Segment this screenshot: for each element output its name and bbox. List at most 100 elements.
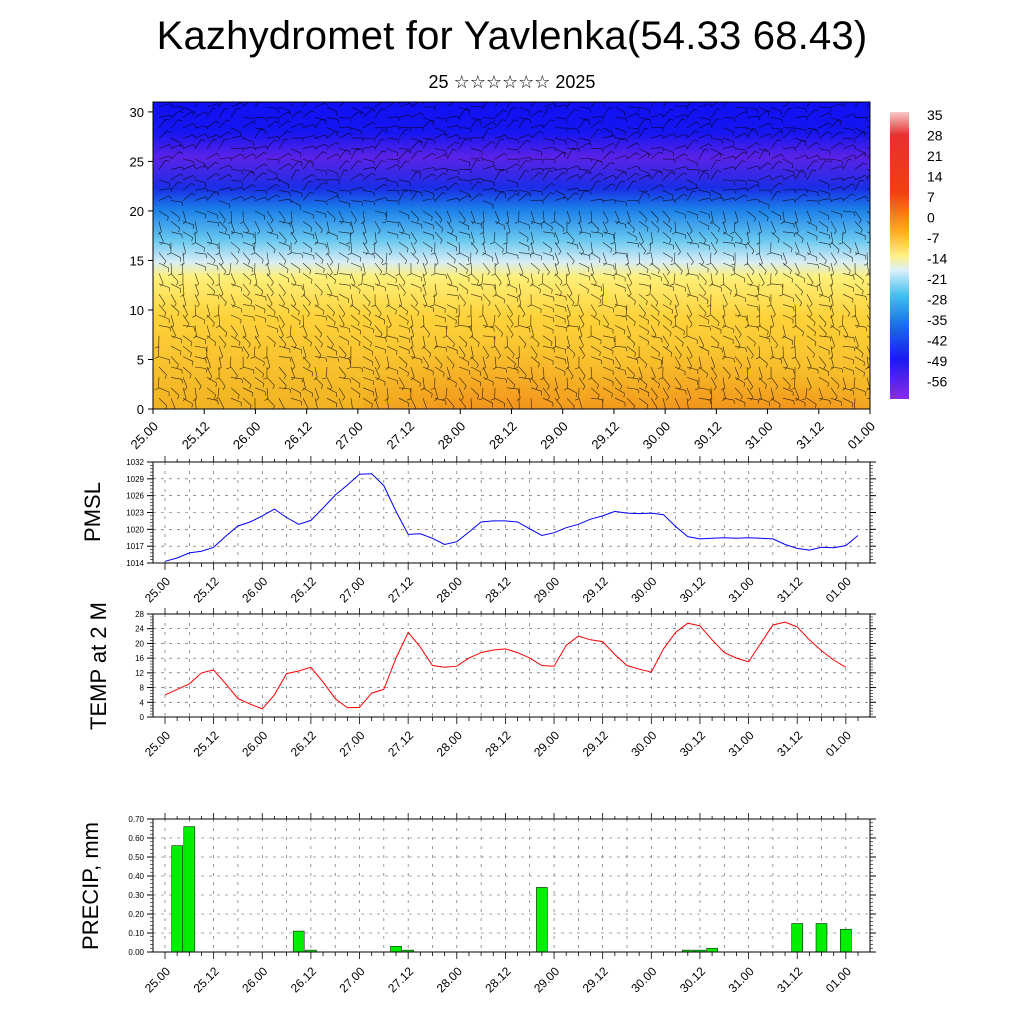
heatmap-x-tick-label: 01.00: [845, 419, 879, 453]
heatmap-x-tick-label: 28.00: [435, 419, 469, 453]
heatmap-y-tick-label: 10: [130, 303, 144, 318]
pmsl-x-tick-label: 30.12: [677, 574, 708, 605]
precip-x-tick-label: 31.00: [726, 964, 757, 995]
temp-x-tick-label: 28.12: [482, 728, 513, 759]
pmsl-ylabel: PMSL: [80, 482, 105, 542]
precip-bar: [791, 923, 803, 953]
temp-x-tick-label: 27.00: [337, 728, 368, 759]
pmsl-x-tick-label: 29.00: [531, 574, 562, 605]
precip-y-tick-label: 0.40: [128, 872, 144, 881]
precip-x-tick-label: 26.12: [288, 964, 319, 995]
pmsl-x-tick-label: 26.12: [288, 574, 319, 605]
colorbar-tick-label: -49: [927, 353, 947, 369]
temp-x-tick-label: 31.00: [726, 728, 757, 759]
precip-frame: [152, 818, 871, 953]
heatmap-x-tick-label: 31.00: [742, 419, 776, 453]
temp-x-axis: 25.00 25.12 26.00 26.12 27.00 27.12 28.00 28.12…: [142, 608, 859, 759]
precip-y-tick-label: 0.10: [128, 929, 144, 938]
heatmap-y-tick-label: 0: [137, 402, 144, 417]
heatmap-panel: 0 5 10 15 20 25 30 25.00 25.12 26.00 26.12 27.00 27…: [128, 101, 879, 453]
colorbar-tick-label: -42: [927, 333, 947, 349]
precip-bar: [536, 887, 548, 953]
pmsl-x-tick-label: 30.00: [628, 574, 659, 605]
pmsl-x-tick-label: 25.00: [142, 574, 173, 605]
colorbar-tick-label: 35: [927, 107, 943, 123]
colorbar: 35 28 21 14 7 0 -7 -14 -21 -28 -35 -42 -49 -56: [890, 107, 947, 399]
precip-y-tick-label: 0.30: [128, 891, 144, 900]
pmsl-series-line: [164, 473, 859, 562]
precip-y-tick-label: 0.20: [128, 910, 144, 919]
pmsl-x-tick-label: 25.12: [191, 574, 222, 605]
pmsl-y-tick-label: 1014: [126, 559, 144, 568]
heatmap-y-tick-label: 25: [130, 154, 144, 169]
heatmap-x-tick-label: 30.00: [640, 419, 674, 453]
temp-y-tick-label: 24: [135, 625, 144, 634]
precip-x-tick-label: 29.12: [580, 964, 611, 995]
precip-y-tick-label: 0.70: [128, 815, 144, 824]
precip-bar: [292, 930, 305, 953]
pmsl-y-tick-label: 1023: [126, 509, 144, 518]
heatmap-y-tick-label: 5: [137, 352, 144, 367]
temp-x-tick-label: 25.12: [191, 728, 222, 759]
temp-x-tick-label: 26.12: [288, 728, 319, 759]
pmsl-grid: [153, 461, 870, 564]
precip-x-tick-label: 25.12: [191, 964, 222, 995]
colorbar-tick-label: 28: [927, 128, 943, 144]
wind-barb-field: [154, 102, 870, 409]
precip-y-tick-label: 0.60: [128, 834, 144, 843]
temp-x-tick-label: 30.12: [677, 728, 708, 759]
temp-x-tick-label: 29.12: [580, 728, 611, 759]
precip-x-axis: 25.00 25.12 26.00 26.12 27.00 27.12 28.00 28.12…: [142, 813, 859, 995]
pmsl-x-tick-label: 27.12: [385, 574, 416, 605]
colorbar-tick-label: -21: [927, 271, 947, 287]
pmsl-x-tick-label: 28.12: [482, 574, 513, 605]
precip-bar: [390, 946, 402, 953]
precip-x-tick-label: 01.00: [823, 964, 854, 995]
precip-bar: [183, 826, 196, 953]
precip-y-tick-label: 0.00: [128, 948, 144, 957]
temp-grid: [153, 613, 870, 718]
precip-x-tick-label: 27.00: [337, 964, 368, 995]
heatmap-y-tick-label: 30: [130, 105, 144, 120]
heatmap-x-tick-label: 25.00: [128, 419, 162, 453]
temp-y-tick-label: 16: [135, 654, 144, 663]
precip-ylabel: PRECIP, mm: [78, 822, 103, 950]
heatmap-x-tick-label: 29.12: [588, 419, 622, 453]
temp-x-tick-label: 01.00: [823, 728, 854, 759]
precip-x-tick-label: 26.00: [239, 964, 270, 995]
colorbar-scale: [890, 112, 909, 399]
pmsl-y-tick-label: 1017: [126, 542, 144, 551]
colorbar-tick-label: -14: [927, 251, 947, 267]
pmsl-y-tick-label: 1032: [126, 458, 144, 467]
pmsl-y-tick-label: 1029: [126, 475, 144, 484]
pmsl-x-tick-label: 31.00: [726, 574, 757, 605]
temp-y-tick-label: 8: [140, 684, 145, 693]
chart-subtitle: 25 ☆☆☆☆☆☆ 2025: [428, 72, 596, 92]
colorbar-tick-label: -7: [927, 230, 940, 246]
precip-bar: [706, 947, 718, 953]
pmsl-y-axis: 1014 1017 1020 1023 1026 1029 1032: [126, 458, 876, 568]
precip-x-tick-label: 28.00: [434, 964, 465, 995]
colorbar-labels: 35 28 21 14 7 0 -7 -14 -21 -28 -35 -42 -49 -56: [927, 107, 947, 390]
colorbar-tick-label: -28: [927, 292, 947, 308]
temp-x-tick-label: 27.12: [385, 728, 416, 759]
wind-barbs: [154, 102, 870, 409]
colorbar-tick-label: 0: [927, 210, 935, 226]
temp-x-tick-label: 25.00: [142, 728, 173, 759]
temp-y-axis: 0 4 8 12 16 20 24 28: [135, 610, 876, 722]
precip-y-axis: 0.00 0.10 0.20 0.30 0.40 0.50 0.60 0.70: [128, 815, 876, 957]
colorbar-tick-label: -56: [927, 374, 947, 390]
temp-y-tick-label: 4: [140, 698, 145, 707]
colorbar-tick-label: 21: [927, 148, 943, 164]
heatmap-x-tick-label: 27.00: [332, 419, 366, 453]
precip-bar: [171, 845, 183, 953]
precip-bar: [840, 928, 852, 953]
heatmap-x-tick-label: 26.00: [230, 419, 264, 453]
temp-y-tick-label: 28: [135, 610, 144, 619]
precip-x-tick-label: 30.12: [677, 964, 708, 995]
temp-ylabel: TEMP at 2 M: [86, 602, 111, 730]
heatmap-x-axis: 25.00 25.12 26.00 26.12 27.00 27.12 28.00 28.12…: [128, 409, 879, 453]
heatmap-x-tick-label: 28.12: [486, 419, 520, 453]
